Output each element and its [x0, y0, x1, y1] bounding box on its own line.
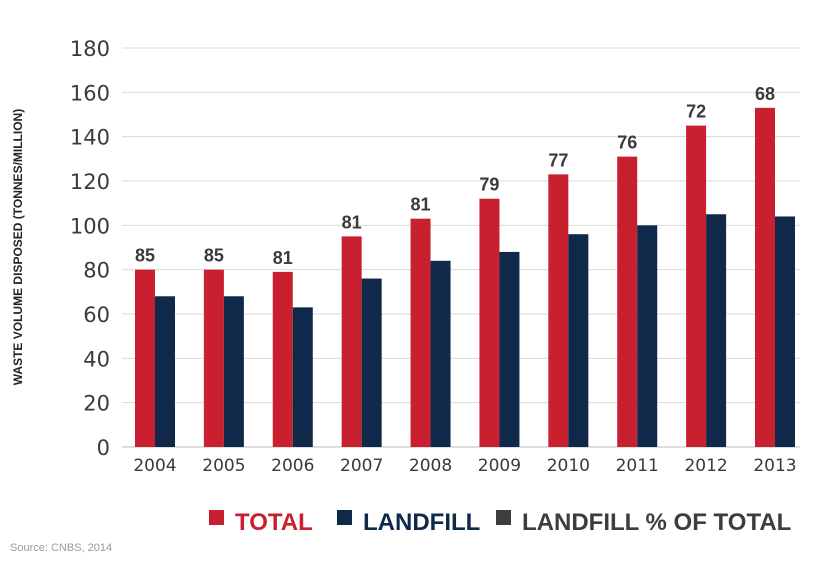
landfill-pct-label: 85: [135, 246, 155, 266]
x-tick-label: 2011: [616, 456, 659, 476]
y-tick-label: 120: [70, 170, 110, 194]
landfill-pct-label: 81: [342, 212, 362, 232]
bar-landfill: [361, 278, 382, 447]
legend-label: LANDFILL % OF TOTAL: [522, 509, 791, 536]
y-tick-label: 40: [83, 347, 110, 371]
bar-landfill: [292, 307, 313, 447]
x-tick-label: 2013: [753, 456, 796, 476]
landfill-pct-label: 76: [617, 133, 637, 153]
bar-total: [341, 236, 362, 447]
x-tick-label: 2004: [133, 456, 176, 476]
landfill-pct-label: 72: [686, 102, 706, 122]
legend-swatch: [209, 510, 224, 525]
bar-total: [272, 271, 293, 447]
y-tick-label: 100: [70, 214, 110, 238]
bar-total: [203, 269, 224, 447]
bar-total: [617, 156, 638, 447]
bar-landfill: [706, 214, 727, 447]
landfill-pct-label: 77: [548, 150, 568, 170]
y-tick-label: 80: [83, 259, 110, 283]
legend-swatch: [496, 510, 511, 525]
bar-total: [410, 218, 431, 447]
x-axis-ticks: 2004 2005 2006 2007 2008 2009 2010 2011 2012 2013: [133, 456, 796, 476]
x-tick-label: 2010: [547, 456, 590, 476]
bar-total: [135, 269, 155, 447]
x-tick-label: 2012: [684, 456, 727, 476]
x-tick-label: 2005: [202, 456, 245, 476]
y-tick-label: 180: [70, 37, 110, 61]
legend-swatch: [337, 510, 352, 525]
legend-label: TOTAL: [235, 509, 313, 536]
y-axis-label: WASTE VOLUME DISPOSED (TONNES/MILLION): [11, 109, 25, 385]
bar-landfill: [637, 225, 658, 447]
y-tick-label: 140: [70, 126, 110, 150]
landfill-pct-label: 81: [273, 248, 293, 268]
source-note: Source: CNBS, 2014: [10, 542, 113, 554]
landfill-pct-label: 68: [755, 84, 775, 104]
bar-landfill: [568, 234, 589, 447]
x-tick-label: 2009: [478, 456, 521, 476]
bar-landfill: [499, 251, 520, 447]
x-tick-label: 2007: [340, 456, 383, 476]
y-axis-ticks: 0 20 40 60 80 100 120 140 160 180: [70, 37, 110, 460]
bars: [135, 107, 795, 447]
x-tick-label: 2006: [271, 456, 314, 476]
bar-total: [479, 198, 500, 447]
percentage-labels: 85 85 81 81 81 79 77 76 72 68: [135, 84, 775, 268]
y-tick-label: 20: [83, 392, 110, 416]
bar-landfill: [775, 216, 795, 447]
landfill-pct-label: 85: [204, 246, 224, 266]
bar-total: [686, 125, 707, 447]
bar-landfill: [223, 296, 244, 447]
landfill-pct-label: 79: [479, 175, 499, 195]
x-tick-label: 2008: [409, 456, 452, 476]
legend: TOTAL LANDFILL LANDFILL % OF TOTAL: [209, 509, 791, 536]
bar-landfill: [155, 296, 175, 447]
bar-landfill: [430, 260, 451, 447]
legend-label: LANDFILL: [363, 509, 480, 536]
bar-total: [755, 107, 775, 447]
y-tick-label: 0: [97, 436, 110, 460]
bar-total: [548, 174, 569, 447]
y-tick-label: 60: [83, 303, 110, 327]
y-tick-label: 160: [70, 81, 110, 105]
landfill-pct-label: 81: [411, 195, 431, 215]
